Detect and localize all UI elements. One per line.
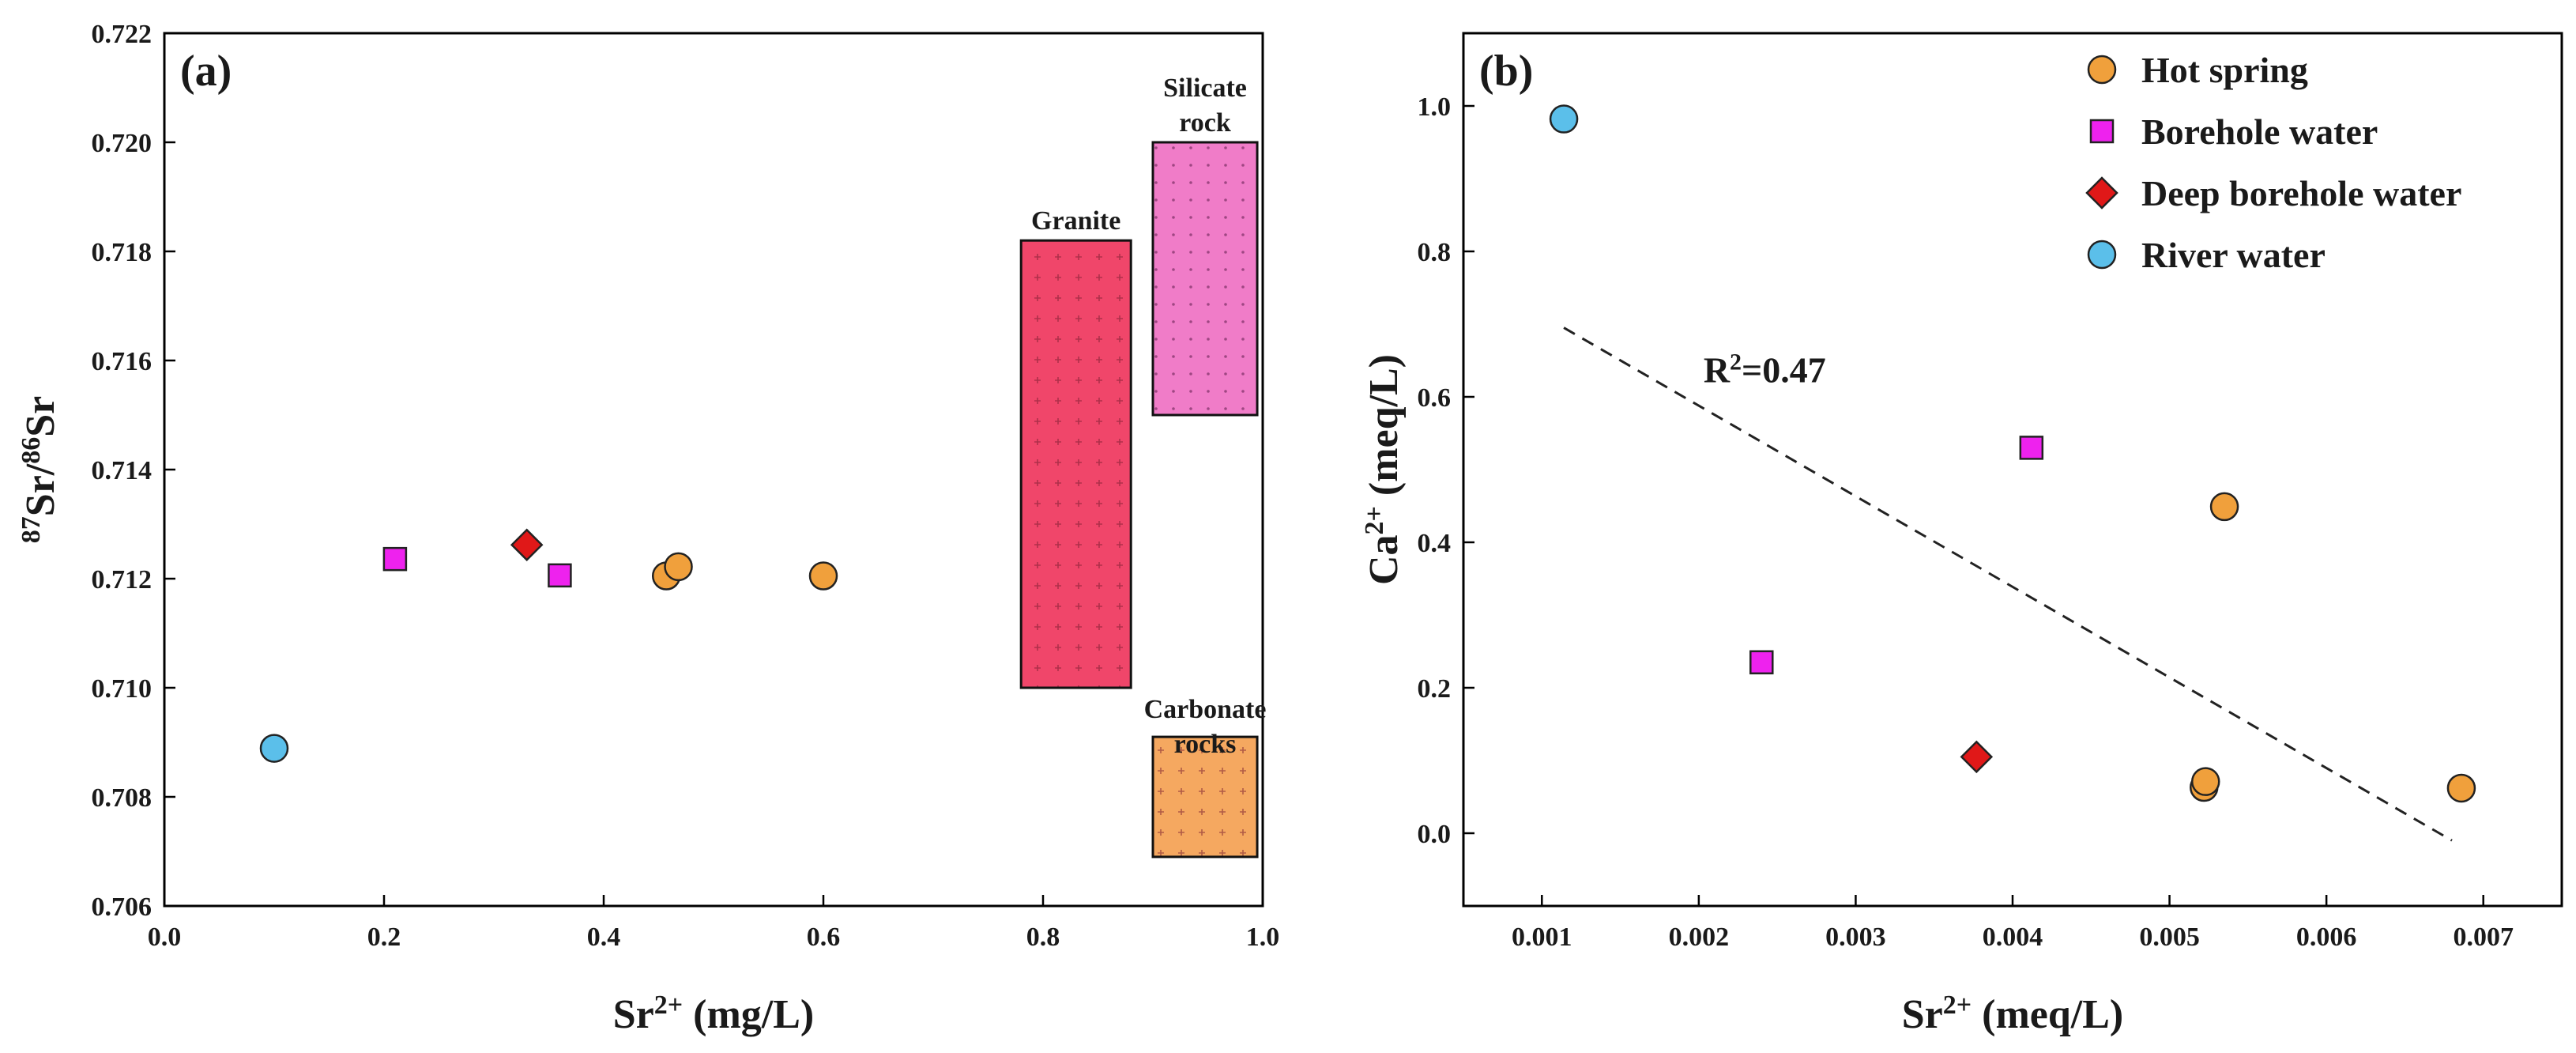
granite-label: Granite bbox=[1031, 206, 1120, 236]
panel-b-y-tick-label: 0.4 bbox=[1418, 529, 1452, 558]
panel-a-y-tick-label: 0.718 bbox=[92, 238, 153, 267]
trendline bbox=[1563, 326, 2453, 842]
river-water-point bbox=[259, 734, 289, 763]
borehole-water-point bbox=[548, 563, 572, 588]
panel-b: 0.001 0.002 0.003 0.004 0.005 0.006 0.007 0.0 0.… bbox=[1360, 32, 2563, 1038]
panel-b-y-tick-label: 0.6 bbox=[1418, 383, 1452, 413]
panel-b-ticks: 0.001 0.002 0.003 0.004 0.005 0.006 0.007 0.0 0.… bbox=[1418, 92, 2514, 952]
legend-marker-hot-spring bbox=[2087, 55, 2117, 85]
panel-a-y-tick-label: 0.706 bbox=[92, 893, 153, 922]
panel-a-y-tick-label: 0.722 bbox=[92, 20, 153, 49]
legend-label-river-water: River water bbox=[2141, 235, 2326, 275]
panel-a-y-tick-label: 0.720 bbox=[92, 129, 153, 158]
panel-a-y-tick-label: 0.714 bbox=[92, 456, 153, 485]
deep-borehole-water-point bbox=[510, 528, 544, 561]
panel-b-x-tick-label: 0.004 bbox=[1983, 923, 2043, 952]
panel-b-y-tick-label: 1.0 bbox=[1418, 92, 1452, 122]
panel-a-y-axis-label: 87Sr/86Sr bbox=[17, 396, 64, 543]
carbonate-rocks-region bbox=[1151, 735, 1259, 859]
panel-a-regions: Granite Silicate rock Carbonate rocks bbox=[1019, 74, 1267, 859]
panel-a-x-axis-label: Sr2+ (mg/L) bbox=[613, 991, 814, 1038]
borehole-water-point bbox=[2019, 436, 2044, 460]
r-squared-annotation: R2=0.47 bbox=[1704, 349, 1826, 391]
panel-b-x-tick-label: 0.006 bbox=[2296, 923, 2357, 952]
panel-a-y-tick-label: 0.712 bbox=[92, 565, 153, 594]
panel-b-trendline-group bbox=[1563, 326, 2453, 842]
panel-a-x-tick-label: 0.4 bbox=[587, 923, 621, 952]
hot-spring-point bbox=[2190, 767, 2220, 796]
hot-spring-point bbox=[2446, 773, 2476, 803]
granite-region bbox=[1019, 239, 1132, 689]
panel-a-ticks: 0.0 0.2 0.4 0.6 0.8 1.0 0.706 0.708 0.710 0.712 0.… bbox=[92, 20, 1280, 952]
hot-spring-point bbox=[808, 561, 838, 591]
panel-b-label: (b) bbox=[1479, 47, 1533, 96]
panel-b-points bbox=[1549, 104, 2476, 803]
carbonate-rocks-label: rocks bbox=[1174, 730, 1237, 759]
panel-a-x-tick-label: 0.8 bbox=[1026, 923, 1060, 952]
panel-b-y-tick-label: 0.0 bbox=[1418, 820, 1452, 849]
borehole-water-point bbox=[1749, 650, 1774, 675]
silicate-rock-label: rock bbox=[1179, 108, 1231, 138]
hot-spring-point bbox=[664, 552, 693, 582]
legend-marker-river-water bbox=[2087, 240, 2117, 270]
legend-label-borehole-water: Borehole water bbox=[2141, 111, 2378, 152]
carbonate-rocks-label: Carbonate bbox=[1144, 695, 1267, 724]
panel-a-x-tick-label: 0.6 bbox=[807, 923, 841, 952]
panel-a-x-tick-label: 0.2 bbox=[367, 923, 401, 952]
panel-b-x-tick-label: 0.007 bbox=[2453, 923, 2514, 952]
panel-b-x-tick-label: 0.005 bbox=[2139, 923, 2200, 952]
panel-b-x-tick-label: 0.002 bbox=[1669, 923, 1730, 952]
legend-label-deep-borehole-water: Deep borehole water bbox=[2141, 173, 2461, 213]
deep-borehole-water-point bbox=[1960, 740, 1994, 774]
river-water-point bbox=[1549, 104, 1579, 134]
panel-b-x-tick-label: 0.003 bbox=[1825, 923, 1886, 952]
panel-b-y-tick-label: 0.8 bbox=[1418, 238, 1452, 267]
legend-marker-deep-borehole-water bbox=[2085, 176, 2118, 209]
panel-b-y-axis-label: Ca2+ (meq/L) bbox=[1360, 354, 1407, 585]
legend-marker-borehole-water bbox=[2089, 119, 2115, 144]
silicate-rock-region bbox=[1151, 141, 1259, 417]
panel-b-y-tick-label: 0.2 bbox=[1418, 674, 1452, 704]
panel-a-points bbox=[259, 528, 838, 763]
panel-a-y-tick-label: 0.708 bbox=[92, 783, 153, 813]
panel-a-y-tick-label: 0.710 bbox=[92, 674, 153, 704]
panel-a-x-tick-label: 0.0 bbox=[148, 923, 182, 952]
borehole-water-point bbox=[382, 546, 408, 572]
legend-label-hot-spring: Hot spring bbox=[2141, 50, 2308, 90]
panel-a: Granite Silicate rock Carbonate rocks 0.0 0.2… bbox=[17, 20, 1280, 1037]
panel-b-x-axis-label: Sr2+ (meq/L) bbox=[1902, 991, 2123, 1038]
hot-spring-point bbox=[2209, 492, 2239, 522]
silicate-rock-label: Silicate bbox=[1163, 74, 1247, 103]
panel-a-label: (a) bbox=[180, 47, 232, 96]
panel-b-x-tick-label: 0.001 bbox=[1512, 923, 1572, 952]
panel-a-x-tick-label: 1.0 bbox=[1246, 923, 1280, 952]
panel-b-plot-area bbox=[1462, 32, 2563, 908]
panel-a-y-tick-label: 0.716 bbox=[92, 347, 153, 376]
legend: Hot spring Borehole water Deep borehole wa… bbox=[2085, 50, 2461, 275]
